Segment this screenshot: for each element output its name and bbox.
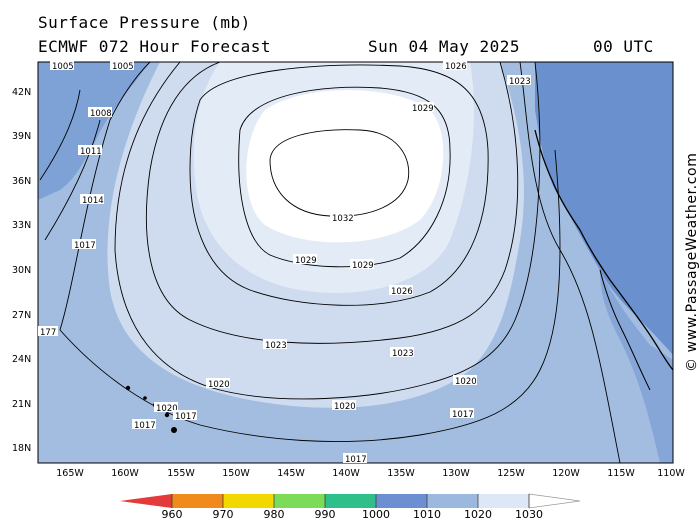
isobar-1029 (238, 86, 451, 268)
north-america-land (535, 62, 673, 355)
svg-text:1020: 1020 (334, 402, 356, 412)
svg-text:1020: 1020 (455, 377, 477, 387)
colorbar-label: 960 (161, 508, 183, 521)
svg-text:1026: 1026 (391, 287, 413, 297)
lon-label: 145W (277, 468, 305, 479)
isobar-label: 1029 (293, 254, 317, 266)
baja-coastline (599, 269, 651, 391)
svg-text:1023: 1023 (392, 349, 414, 359)
isobar-label: 1005 (110, 60, 134, 72)
isobar-label: 1020 (154, 402, 178, 414)
svg-text:1017: 1017 (452, 410, 474, 420)
lat-label: 27N (12, 310, 32, 321)
lon-label: 115W (607, 468, 635, 479)
colorbar-label: 1030 (515, 508, 543, 521)
lat-label: 36N (12, 176, 32, 187)
isobar-1023 (145, 62, 519, 344)
lat-label: 33N (12, 220, 32, 231)
lon-label: 135W (387, 468, 415, 479)
svg-text:1029: 1029 (295, 256, 317, 266)
lat-label: 18N (12, 443, 32, 454)
forecast-time: 00 UTC (593, 37, 654, 56)
baja-region (600, 270, 673, 463)
isobar-1014 (39, 89, 101, 241)
isobar-label: 1017 (132, 419, 156, 431)
coastal-isobar (519, 62, 621, 463)
isobar-labels: 1032 1029 1029 1029 1026 1026 1023 1023 … (38, 60, 531, 465)
lon-label: 165W (56, 468, 84, 479)
isobar-label: 1020 (332, 400, 356, 412)
isobar-label: 1026 (443, 60, 467, 72)
isobar-1026 (189, 64, 489, 306)
lon-label: 120W (552, 468, 580, 479)
svg-text:1005: 1005 (52, 62, 74, 72)
colorbar-label: 970 (212, 508, 234, 521)
isobar-label: 1017 (343, 453, 367, 465)
lat-label: 42N (12, 87, 32, 98)
watermark: © www.PassageWeather.com (684, 152, 700, 372)
lat-label: 30N (12, 265, 32, 276)
forecast-date: Sun 04 May 2025 (368, 37, 520, 56)
svg-text:1008: 1008 (90, 109, 112, 119)
lat-label: 39N (12, 131, 32, 142)
svg-text:1017: 1017 (74, 241, 96, 251)
svg-text:1023: 1023 (265, 341, 287, 351)
high-pressure-core (246, 90, 444, 243)
lon-label: 150W (222, 468, 250, 479)
svg-text:1026: 1026 (445, 62, 467, 72)
svg-text:177: 177 (40, 328, 56, 338)
svg-text:1017: 1017 (345, 455, 367, 465)
isobar-1020 (114, 62, 541, 400)
isobar-label: 1017 (173, 410, 197, 422)
isobar-label: 1026 (389, 285, 413, 297)
isobar-1032 (269, 129, 410, 217)
isobar-label: 1029 (410, 102, 434, 114)
isobar-label: 1011 (78, 145, 102, 157)
svg-text:1029: 1029 (352, 261, 374, 271)
lon-label: 160W (111, 468, 139, 479)
colorbar-label: 990 (314, 508, 336, 521)
colorbar-label: 1010 (413, 508, 441, 521)
isobar-label: 1008 (88, 107, 112, 119)
isobar-label: 1005 (50, 60, 74, 72)
svg-text:1020: 1020 (208, 380, 230, 390)
svg-text:1029: 1029 (412, 104, 434, 114)
lon-label: 155W (167, 468, 195, 479)
colorbar (120, 493, 581, 509)
model-label: ECMWF 072 Hour Forecast (38, 37, 272, 56)
lat-label: 21N (12, 399, 32, 410)
lon-label: 125W (497, 468, 525, 479)
colorbar-label: 1000 (362, 508, 390, 521)
isobar-label: 1023 (390, 347, 414, 359)
lat-label: 24N (12, 354, 32, 365)
svg-text:1017: 1017 (134, 421, 156, 431)
svg-text:1023: 1023 (509, 77, 531, 87)
svg-text:1032: 1032 (332, 214, 354, 224)
lon-label: 140W (332, 468, 360, 479)
svg-text:1005: 1005 (112, 62, 134, 72)
isobar-label: 1023 (263, 339, 287, 351)
isobar-label: 177 (38, 326, 58, 338)
colorbar-label: 980 (263, 508, 285, 521)
svg-text:1014: 1014 (82, 196, 104, 206)
isobar-label: 1023 (507, 75, 531, 87)
svg-text:1017: 1017 (175, 412, 197, 422)
isobar-label: 1020 (453, 375, 477, 387)
isobar-label: 1014 (80, 194, 104, 206)
colorbar-label: 1020 (464, 508, 492, 521)
chart-title: Surface Pressure (mb) (38, 13, 251, 32)
svg-text:1020: 1020 (156, 404, 178, 414)
lon-label: 130W (442, 468, 470, 479)
lon-label: 110W (657, 468, 685, 479)
svg-text:1011: 1011 (80, 147, 102, 157)
isobar-label: 1029 (350, 259, 374, 271)
low-pressure-area-northwest (38, 62, 150, 200)
isobar-label: 1017 (72, 239, 96, 251)
isobar-label: 1017 (450, 408, 474, 420)
isobar-label: 1032 (330, 212, 354, 224)
coastline (534, 129, 673, 371)
isobar-label: 1020 (206, 378, 230, 390)
